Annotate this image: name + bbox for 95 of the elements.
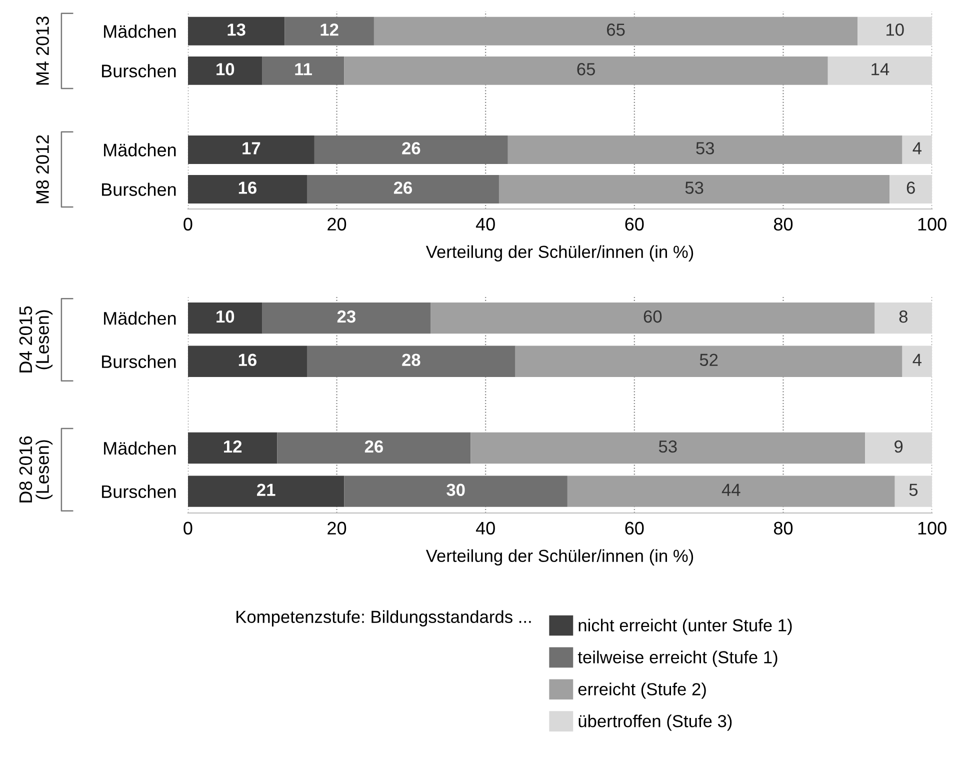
x-tick-label: 100 <box>918 218 946 231</box>
legend-title: Kompetenzstufe: Bildungsstandards ... <box>236 610 531 626</box>
bar <box>902 135 932 164</box>
bar <box>874 302 932 334</box>
data-label: 60 <box>644 310 662 323</box>
legend-label: nicht erreicht (unter Stufe 1) <box>578 618 792 635</box>
bar <box>430 302 875 334</box>
data-label: 12 <box>320 24 338 36</box>
bar <box>277 432 471 464</box>
data-label: 16 <box>238 182 256 194</box>
bar <box>188 16 285 46</box>
data-label: 10 <box>216 63 234 76</box>
bar <box>188 432 278 464</box>
text: M8 2012 <box>36 135 49 204</box>
bar <box>865 432 932 464</box>
text: D4 2015 (Lesen) <box>19 306 52 372</box>
bar <box>902 346 932 377</box>
data-label: 4 <box>912 354 922 366</box>
data-label: 52 <box>700 354 718 366</box>
x-tick-label: 0 <box>184 218 192 231</box>
x-tick-label: 20 <box>328 218 346 231</box>
data-label: 53 <box>696 142 714 154</box>
bar <box>894 476 932 507</box>
bar <box>262 56 344 85</box>
y-tick-label: Burschen <box>102 64 176 78</box>
data-label: 12 <box>224 440 242 453</box>
bar <box>890 175 932 204</box>
bar <box>344 476 568 507</box>
data-label: 26 <box>402 142 420 154</box>
y-tick-label: Mädchen <box>104 441 176 455</box>
data-label: 26 <box>394 182 412 194</box>
x-tick-label: 60 <box>625 522 644 535</box>
bar <box>515 346 902 377</box>
bar <box>508 135 902 164</box>
x-tick-label: 80 <box>774 218 793 231</box>
bar <box>188 476 344 507</box>
data-label: 65 <box>607 24 625 36</box>
bar <box>828 56 932 85</box>
data-label: 4 <box>912 142 922 154</box>
y-tick-label: Burschen <box>102 354 176 368</box>
data-label: 53 <box>685 182 704 194</box>
bar <box>306 346 516 377</box>
x-tick-label: 40 <box>476 522 495 535</box>
bar <box>262 302 431 334</box>
bar <box>344 56 828 85</box>
y-tick-label: Mädchen <box>104 312 176 325</box>
text: M4 2013 <box>36 16 49 85</box>
data-label: 16 <box>238 354 256 366</box>
data-label: 28 <box>402 354 420 366</box>
legend-label: erreicht (Stufe 2) <box>578 682 706 699</box>
x-tick-label: 40 <box>476 218 495 231</box>
data-label: 13 <box>228 24 246 36</box>
y-tick-label: Mädchen <box>104 143 176 156</box>
y-tick-label: Burschen <box>102 484 176 498</box>
data-label: 10 <box>886 24 904 36</box>
data-label: 11 <box>295 63 312 76</box>
x-tick-label: 100 <box>918 522 946 535</box>
data-label: 21 <box>257 484 276 496</box>
bar <box>470 432 866 464</box>
x-tick-label: 20 <box>328 522 346 535</box>
x-tick-label: 60 <box>625 218 644 231</box>
bar <box>374 16 858 46</box>
bar <box>306 175 499 204</box>
legend-label: teilweise erreicht (Stufe 1) <box>578 650 778 667</box>
bar <box>188 346 307 377</box>
legend-label: übertroffen (Stufe 3) <box>578 714 732 731</box>
x-tick-label: 80 <box>774 522 793 535</box>
bar <box>498 175 890 204</box>
data-label: 53 <box>658 440 677 453</box>
y-tick-label: Mädchen <box>104 24 176 38</box>
bar <box>188 302 262 334</box>
data-label: 30 <box>446 484 465 496</box>
x-tick-label: 0 <box>184 522 192 535</box>
bar <box>188 175 307 204</box>
x-axis-title: Verteilung der Schüler/innen (in %) <box>426 245 694 262</box>
data-label: 6 <box>906 182 915 194</box>
data-label: 5 <box>909 484 918 496</box>
data-label: 10 <box>216 310 234 323</box>
data-label: 26 <box>364 440 383 453</box>
text: D8 2016 (Lesen) <box>19 436 52 502</box>
bar <box>284 16 374 46</box>
bar <box>858 16 932 46</box>
bar <box>188 135 314 164</box>
bar <box>314 135 508 164</box>
y-tick-label: Burschen <box>102 182 176 196</box>
data-label: 23 <box>337 310 356 323</box>
data-label: 14 <box>872 63 890 76</box>
data-label: 17 <box>242 142 260 154</box>
data-label: 9 <box>894 440 903 453</box>
data-label: 44 <box>722 484 740 496</box>
data-label: 8 <box>899 310 908 323</box>
bar <box>188 56 262 85</box>
x-axis-title: Verteilung der Schüler/innen (in %) <box>426 549 694 566</box>
bar <box>567 476 895 507</box>
data-label: 65 <box>577 63 595 76</box>
